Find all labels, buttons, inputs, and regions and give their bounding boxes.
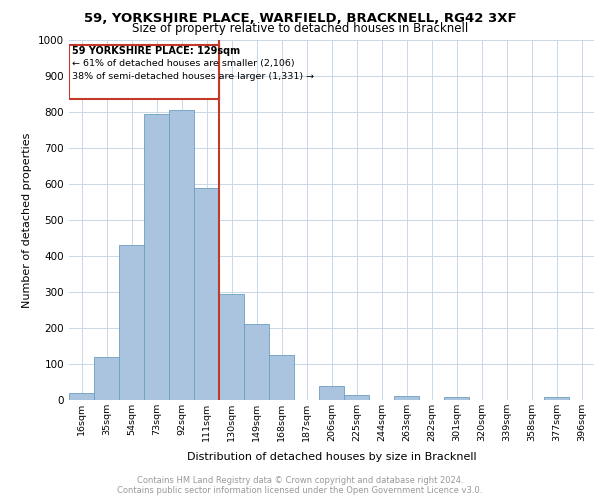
Y-axis label: Number of detached properties: Number of detached properties xyxy=(22,132,32,308)
Text: Contains HM Land Registry data © Crown copyright and database right 2024.
Contai: Contains HM Land Registry data © Crown c… xyxy=(118,476,482,495)
Text: Size of property relative to detached houses in Bracknell: Size of property relative to detached ho… xyxy=(132,22,468,35)
X-axis label: Distribution of detached houses by size in Bracknell: Distribution of detached houses by size … xyxy=(187,452,476,462)
Bar xyxy=(194,188,219,400)
Bar xyxy=(219,294,244,400)
Bar xyxy=(119,245,144,400)
Text: ← 61% of detached houses are smaller (2,106): ← 61% of detached houses are smaller (2,… xyxy=(72,59,295,68)
Text: 59, YORKSHIRE PLACE, WARFIELD, BRACKNELL, RG42 3XF: 59, YORKSHIRE PLACE, WARFIELD, BRACKNELL… xyxy=(83,12,517,24)
Text: 38% of semi-detached houses are larger (1,331) →: 38% of semi-detached houses are larger (… xyxy=(72,72,314,80)
Bar xyxy=(544,397,569,400)
Bar xyxy=(394,396,419,400)
Bar xyxy=(69,393,94,400)
FancyBboxPatch shape xyxy=(69,46,219,100)
Bar xyxy=(169,110,194,400)
Bar xyxy=(269,355,294,400)
Bar xyxy=(144,114,169,400)
Text: 59 YORKSHIRE PLACE: 129sqm: 59 YORKSHIRE PLACE: 129sqm xyxy=(72,46,240,56)
Bar xyxy=(344,394,369,400)
Bar xyxy=(94,357,119,400)
Bar xyxy=(444,397,469,400)
Bar xyxy=(319,386,344,400)
Bar xyxy=(244,324,269,400)
